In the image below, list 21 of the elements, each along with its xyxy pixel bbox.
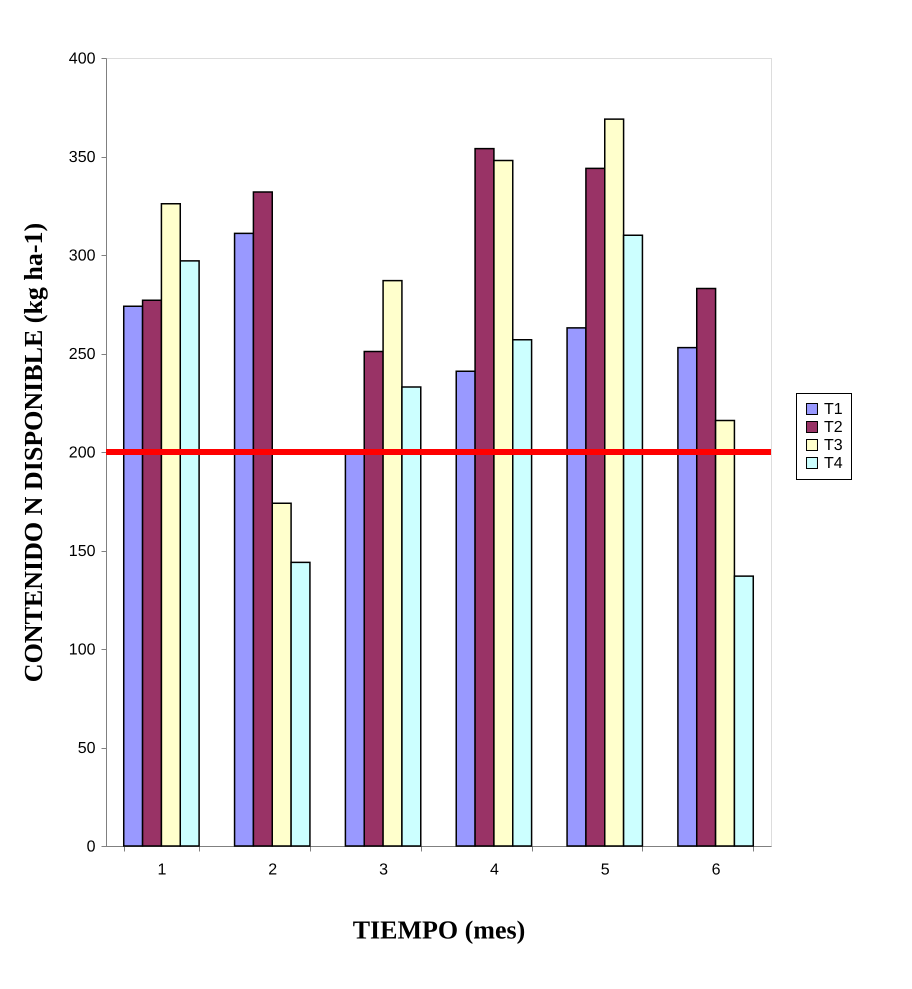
y-tick-label: 350: [68, 149, 96, 166]
y-tick-label: 0: [86, 838, 96, 856]
legend-label: T2: [824, 419, 843, 436]
y-tick-label: 250: [68, 346, 96, 363]
y-tick-label: 150: [68, 543, 96, 560]
y-tick-label: 100: [68, 642, 96, 658]
x-tick-label: 1: [157, 862, 166, 878]
x-axis-title: TIEMPO (mes): [352, 916, 526, 944]
x-tick-label: 4: [490, 862, 499, 878]
y-tick-label: 400: [68, 50, 96, 68]
y-tick-label: 200: [68, 444, 96, 462]
legend-label: T3: [824, 437, 843, 454]
y-axis-title: CONTENIDO N DISPONIBLE (kg ha-1): [18, 222, 48, 682]
legend-label: T1: [824, 401, 843, 418]
x-tick-label: 3: [379, 862, 388, 878]
y-tick-label: 50: [78, 740, 96, 757]
legend-label: T4: [824, 455, 843, 472]
x-tick-label: 6: [712, 862, 721, 878]
x-tick-label: 2: [268, 862, 278, 878]
x-tick-label: 5: [600, 862, 610, 878]
y-tick-label: 300: [68, 248, 96, 264]
